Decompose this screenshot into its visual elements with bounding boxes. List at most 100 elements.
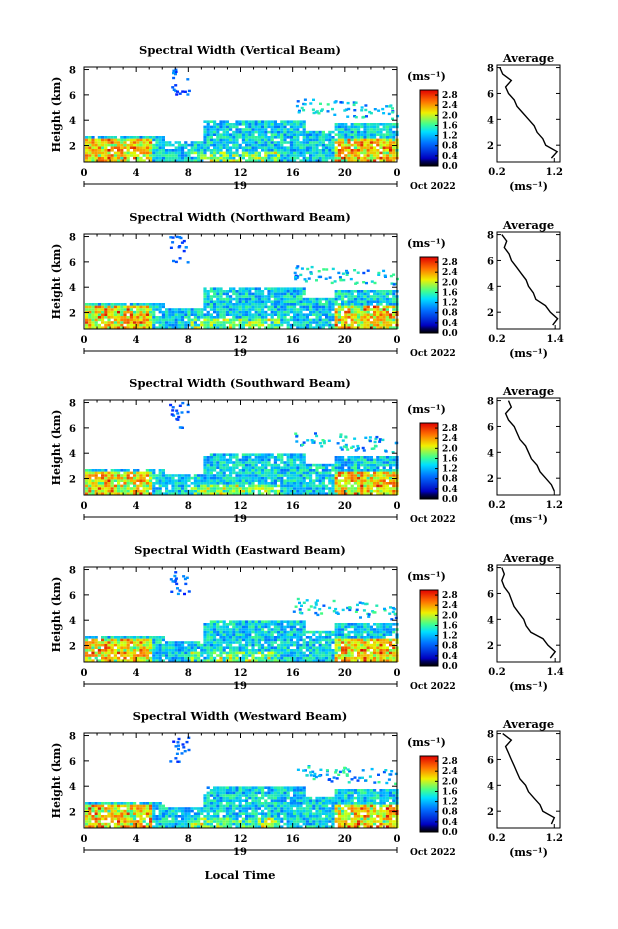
echo-cell [225,303,229,306]
echo-cell [213,651,217,655]
echo-cell [379,313,383,316]
echo-cell [350,466,354,469]
echo-cell [216,471,220,475]
echo-cell [353,143,357,147]
echo-cell [369,133,373,136]
echo-cell [338,276,342,279]
echo-cell [107,143,111,147]
echo-cell [273,120,277,123]
echo-cell [344,108,348,111]
echo-cell [174,310,178,314]
echo-cell [254,630,258,634]
echo-cell [289,303,293,306]
echo-cell [251,623,255,626]
average-frame [496,231,561,330]
echo-cell [366,125,370,129]
echo-cell [216,313,220,316]
echo-cell [357,154,361,157]
echo-cell [155,305,159,309]
echo-cell [142,479,146,482]
echo-cell [339,278,343,281]
echo-cell [309,272,313,275]
echo-cell [176,412,180,415]
echo-cell [85,323,89,327]
echo-cell [229,628,233,631]
echo-cell [261,458,265,462]
echo-cell [321,646,325,649]
echo-cell [302,308,306,311]
echo-cell [264,463,268,467]
echo-cell [296,321,300,324]
echo-cell [382,156,386,160]
echo-cell [181,649,185,652]
echo-cell [373,123,377,126]
echo-cell [190,323,194,327]
echo-cell [193,482,197,485]
echo-cell [113,656,117,660]
echo-cell [107,316,111,319]
echo-cell [280,625,284,629]
echo-cell [129,146,133,149]
echo-cell [145,141,149,144]
echo-cell [235,466,239,469]
echo-cell [305,656,309,660]
echo-cell [213,466,217,469]
echo-cell [158,143,162,147]
echo-cell [273,305,277,309]
echo-cell [344,305,348,309]
x-tick-label: 20 [338,501,352,512]
echo-cell [206,492,210,495]
echo-cell [254,156,258,160]
echo-cell [171,479,175,482]
echo-cell [309,659,313,662]
echo-cell [235,120,239,123]
echo-cell [267,484,271,488]
echo-cell [328,656,332,660]
echo-cell [149,305,153,309]
echo-cell [257,630,261,634]
echo-cell [340,448,344,451]
echo-cell [312,310,316,314]
echo-cell [241,469,245,472]
echo-cell [310,439,314,442]
echo-cell [289,641,293,644]
echo-cell [88,656,92,660]
echo-cell [289,489,293,493]
echo-cell [325,146,329,149]
echo-cell [248,300,252,303]
echo-cell [113,471,117,475]
echo-cell [232,636,236,639]
echo-cell [219,146,223,149]
echo-cell [302,303,306,306]
echo-cell [296,453,300,456]
echo-cell [213,489,217,493]
echo-cell [277,305,281,309]
echo-cell [107,643,111,647]
echo-cell [113,146,117,149]
echo-cell [165,654,169,657]
echo-cell [299,300,303,303]
echo-cell [113,156,117,160]
echo-cell [219,300,223,303]
echo-cell [97,326,101,329]
echo-cell [273,326,277,329]
echo-cell [312,149,316,152]
echo-cell [373,130,377,134]
echo-cell [366,310,370,314]
echo-cell [139,482,143,485]
colorbar-tick-label: 1.6 [442,288,458,298]
echo-cell [382,136,386,139]
echo-cell [295,435,299,438]
echo-cell [277,492,281,495]
echo-cell [344,156,348,160]
echo-cell [190,643,194,647]
echo-cell [241,146,245,149]
echo-cell [315,479,319,482]
echo-cell [293,308,297,311]
echo-cell [97,654,101,657]
echo-cell [206,295,210,298]
echo-cell [331,143,335,147]
echo-cell [277,466,281,469]
echo-cell [123,646,127,649]
echo-cell [286,156,290,160]
